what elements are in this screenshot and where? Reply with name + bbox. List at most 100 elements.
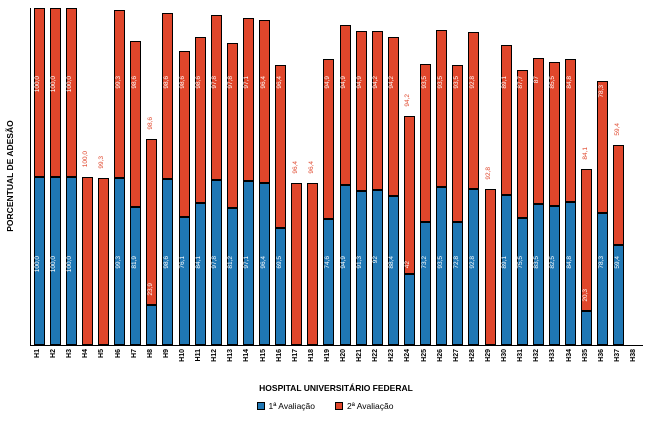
x-tick-label: H5	[98, 349, 106, 358]
bar-segment-2a	[130, 40, 142, 207]
bar-label-2a: 98,6	[130, 76, 138, 89]
plot-area: 100,0 100,0 100,0 100,0 100,0 100,0 100,0 99,3 9…	[30, 8, 643, 346]
bar-segment-1a	[468, 188, 480, 345]
bar-label-1a: 88,4	[388, 256, 396, 269]
bar-label-2a: 96,4	[275, 76, 283, 89]
x-tick-label: H24	[404, 349, 412, 362]
bar-label-2a: 98,6	[162, 76, 170, 89]
bar-segment-1a	[500, 194, 512, 345]
bar-segment-2a	[307, 182, 319, 345]
legend-label-2a: 2ª Avaliação	[347, 401, 394, 411]
bar-label-2a: 85,5	[549, 76, 557, 89]
bar-label-2a: 93,5	[420, 76, 428, 89]
bar-label-2a: 100,0	[82, 150, 90, 167]
bar-label-2a: 87	[533, 76, 541, 84]
bar-label-2a: 93,5	[436, 76, 444, 89]
bar-segment-2a	[565, 59, 577, 203]
bar-segment-1a	[130, 206, 142, 345]
bar-label-1a: 76,1	[179, 256, 186, 269]
bar-segment-2a	[226, 43, 238, 209]
bar-label-2a: 89,1	[501, 76, 509, 89]
bar-label-1a: 74,6	[323, 256, 331, 269]
bar-segment-1a	[339, 185, 351, 345]
x-tick-label: H15	[259, 349, 267, 362]
bar-segment-2a	[548, 61, 560, 206]
x-tick-label: H33	[549, 349, 557, 362]
bar-label-2a: 96,4	[307, 160, 315, 174]
bar-label-2a: 96,4	[291, 160, 299, 174]
bar-label-2a: 78,3	[597, 85, 605, 98]
bar-segment-1a	[114, 177, 126, 345]
bar-segment-2a	[403, 115, 415, 275]
legend-swatch-2a-icon	[335, 402, 343, 410]
bar-segment-2a	[500, 44, 512, 195]
bar-label-1a: 23,9	[146, 282, 154, 296]
bar-segment-2a	[275, 65, 287, 228]
bar-segment-2a	[532, 57, 544, 205]
bar-label-1a: 83,5	[533, 256, 541, 269]
bar-segment-2a	[452, 64, 464, 223]
x-tick-label: H35	[581, 349, 589, 362]
bar-segment-2a	[259, 20, 271, 183]
bar-label-2a: 87,7	[517, 76, 525, 89]
x-tick-label: H2	[50, 349, 58, 358]
x-axis-title: HOSPITAL UNIVERSITÁRIO FEDERAL	[259, 383, 413, 393]
bar-segment-2a	[65, 8, 77, 177]
x-tick-label: H14	[243, 349, 251, 362]
bar-label-1a: 75,5	[517, 256, 525, 269]
bar-segment-2a	[194, 37, 206, 204]
x-tick-label: H11	[195, 349, 203, 362]
bar-label-1a: 78,3	[597, 256, 605, 269]
bar-segment-2a	[516, 70, 528, 218]
x-tick-label: H10	[179, 349, 186, 362]
bar-label-1a: 69,5	[275, 256, 283, 269]
bar-label-1a: 97,8	[211, 256, 219, 269]
bar-segment-1a	[49, 176, 61, 345]
x-tick-label: H17	[291, 349, 299, 362]
bar-label-1a: 73,2	[420, 256, 428, 269]
x-tick-label: H6	[114, 349, 122, 358]
bar-label-1a: 92,8	[468, 256, 476, 269]
bar-label-2a: 92,8	[468, 76, 476, 89]
bar-label-2a: 97,8	[227, 76, 235, 89]
bar-label-2a: 99,3	[114, 76, 122, 89]
bar-label-1a: 84,1	[195, 256, 203, 269]
x-tick-label: H16	[275, 349, 283, 362]
bar-label-2a: 96,4	[259, 76, 267, 89]
bar-label-2a: 97,8	[211, 76, 219, 89]
legend-item-2a: 2ª Avaliação	[335, 401, 393, 411]
bar-label-2a: 94,2	[388, 76, 396, 89]
bar-label-1a: 100,0	[66, 256, 74, 273]
bar-segment-2a	[162, 12, 174, 179]
bar-label-2a: 98,6	[195, 76, 203, 89]
bar-label-1a: 92	[372, 256, 380, 264]
x-tick-label: H13	[227, 349, 235, 362]
bar-segment-2a	[468, 32, 480, 189]
bar-segment-1a	[323, 219, 335, 345]
x-tick-label: H1	[34, 349, 42, 358]
x-tick-label: H4	[82, 349, 90, 358]
bar-label-2a: 94,2	[372, 76, 380, 89]
bar-segment-1a	[565, 202, 577, 345]
bar-segment-1a	[194, 203, 206, 345]
bar-label-2a: 84,1	[581, 147, 589, 160]
bar-segment-1a	[371, 189, 383, 345]
bar-segment-2a	[97, 177, 109, 345]
x-tick-label: H23	[388, 349, 396, 362]
bar-segment-2a	[210, 15, 222, 181]
x-tick-label: H8	[146, 349, 154, 358]
bar-segment-1a	[146, 304, 158, 345]
bar-segment-1a	[226, 208, 238, 345]
bar-label-1a: 81,9	[130, 256, 138, 269]
bar-label-2a: 92,8	[485, 166, 492, 180]
x-tick-label: H22	[372, 349, 380, 362]
bar-segment-2a	[178, 50, 190, 217]
bar-label-2a: 94,2	[404, 93, 412, 107]
x-tick-label: H18	[307, 349, 315, 362]
bar-segment-1a	[275, 227, 287, 345]
bar-label-2a: 99,3	[98, 155, 106, 169]
bar-label-2a: 97,1	[243, 76, 251, 89]
bar-segment-1a	[210, 180, 222, 345]
bar-label-1a: 96,4	[259, 256, 267, 269]
legend-swatch-1a-icon	[256, 402, 265, 410]
